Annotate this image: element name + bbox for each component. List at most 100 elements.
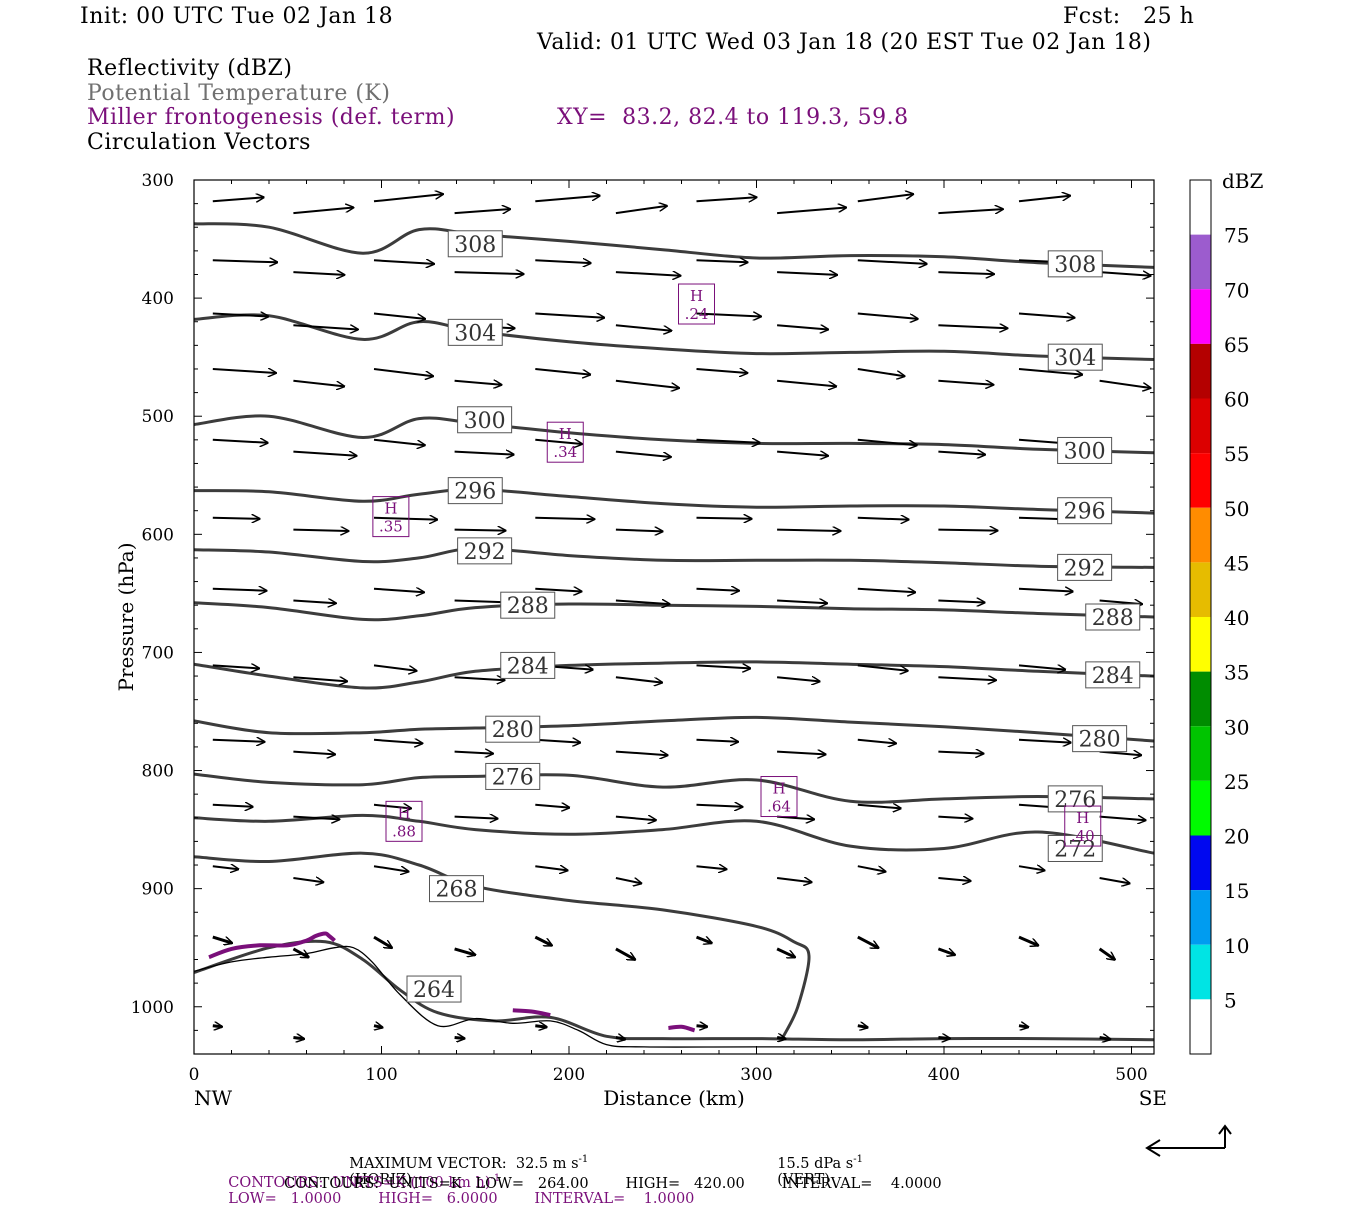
circulation-vector: [293, 379, 344, 387]
y-tick-label: 600: [142, 525, 174, 545]
fronto-contour: [668, 1024, 696, 1033]
circulation-vector: [938, 452, 985, 455]
circulation-vector: [615, 206, 667, 215]
fronto-max-value: .64: [767, 798, 791, 816]
circulation-vector: [938, 209, 1003, 215]
fronto-max-h: H: [690, 287, 703, 305]
theta-contours: [194, 222, 1154, 1048]
circulation-vector: [938, 272, 994, 274]
circulation-vector: [1099, 1038, 1111, 1040]
circulation-vector: [454, 677, 505, 680]
theta-label: 308: [454, 233, 496, 258]
theta-label-box: [1047, 250, 1103, 278]
circulation-vector: [212, 1026, 222, 1027]
field-frontogenesis: Miller frontogenesis (def. term): [87, 105, 456, 130]
theta-label-box: [447, 230, 503, 258]
circulation-vector: [776, 878, 812, 882]
circulation-vector: [696, 197, 757, 201]
circulation-vector: [1018, 935, 1038, 945]
circulation-vector: [454, 209, 511, 213]
circulation-vector: [454, 752, 493, 754]
y-tick-label: 900: [142, 880, 174, 900]
theta-label-box: [447, 477, 503, 505]
colorbar-label: 45: [1224, 551, 1249, 575]
circulation-vector: [373, 312, 425, 319]
theta-contour-288: [194, 601, 1154, 622]
theta-label-box: [429, 875, 484, 903]
circulation-vector: [293, 817, 339, 820]
circulation-vector: [696, 260, 748, 262]
circulation-vector: [696, 314, 762, 317]
circulation-vector: [615, 601, 670, 605]
circulation-vector: [938, 752, 983, 754]
colorbar-swatch: [1190, 289, 1211, 344]
theta-label-box: [1085, 603, 1141, 631]
circulation-vector: [212, 369, 276, 373]
circulation-vector: [615, 877, 642, 883]
circulation-vector: [1098, 947, 1115, 960]
circulation-vector: [857, 865, 886, 871]
colorbar: 5 10 15 20 25 30 35 40 45 50 55 60 65 70 75 dBZ: [1189, 169, 1264, 1055]
field-vectors: Circulation Vectors: [87, 130, 311, 155]
theta-label: 280: [1079, 728, 1121, 753]
circulation-vector: [777, 752, 825, 755]
colorbar-label: 25: [1224, 770, 1249, 794]
cross-section-xy: XY= 83.2, 82.4 to 119.3, 59.8: [557, 105, 909, 130]
fronto-max-h: H: [772, 780, 785, 798]
footer-theta-contours: CONTOURS: UNITS=K LOW= 264.00 HIGH= 420.…: [284, 1176, 942, 1192]
circulation-vector: [454, 817, 498, 819]
circulation-vector: [777, 817, 814, 820]
circulation-vector: [1018, 589, 1073, 592]
fronto-max-box: [385, 800, 423, 842]
circulation-vector: [696, 665, 751, 668]
colorbar-swatch: [1190, 780, 1211, 836]
circulation-vector: [615, 450, 671, 457]
circulation-vector: [293, 601, 336, 604]
circulation-vector: [373, 260, 434, 264]
x-tick-label: 100: [365, 1065, 397, 1085]
circulation-vector: [857, 368, 905, 376]
circulation-vector: [535, 805, 569, 808]
circulation-vector: [535, 260, 591, 263]
circulation-vector: [293, 752, 335, 755]
circulation-vector: [696, 805, 743, 807]
fronto-max-label: H.35: [372, 496, 410, 538]
circulation-vector: [212, 805, 253, 807]
terrain-line: [194, 945, 1154, 1048]
theta-label-box: [457, 537, 513, 565]
theta-label: 304: [454, 321, 496, 346]
circulation-vector: [776, 1038, 786, 1039]
theta-label-box: [1047, 785, 1103, 813]
max-vector-exp: -1: [578, 1154, 589, 1165]
circulation-vector: [373, 664, 417, 670]
theta-label: 276: [492, 765, 534, 790]
theta-label: 288: [1092, 606, 1134, 631]
theta-contour-276: [194, 772, 1154, 804]
theta-label-box: [485, 762, 541, 790]
theta-contour-300: [194, 414, 1154, 455]
circulation-vector: [857, 438, 917, 445]
circulation-vector: [212, 665, 259, 668]
colorbar-label: 55: [1224, 442, 1249, 466]
circulation-vector: [293, 208, 353, 215]
circulation-vector: [777, 324, 828, 329]
circulation-vector: [615, 817, 656, 821]
circulation-vector: [857, 589, 916, 593]
circulation-vector: [373, 935, 392, 948]
theta-label: 304: [1054, 346, 1096, 371]
circulation-vector: [857, 935, 879, 950]
circulation-vector: [938, 530, 997, 531]
circulation-vector: [535, 866, 567, 870]
circulation-vector: [535, 1026, 547, 1027]
circulation-vector: [1099, 272, 1151, 276]
theta-label-box: [1047, 343, 1103, 371]
theta-contour-284: [194, 660, 1154, 690]
axes: 300 400 500 600 700 800 900 1000 0 100 200 300 400 50…: [114, 171, 1167, 1110]
y-tick-label: 500: [142, 407, 174, 427]
theta-contour-296: [194, 487, 1154, 515]
colorbar-swatch: [1190, 671, 1211, 727]
circulation-vector: [454, 381, 502, 385]
theta-contour-308: [194, 222, 1154, 269]
circulation-vector: [1018, 312, 1075, 318]
fronto-max-box: [546, 421, 584, 463]
